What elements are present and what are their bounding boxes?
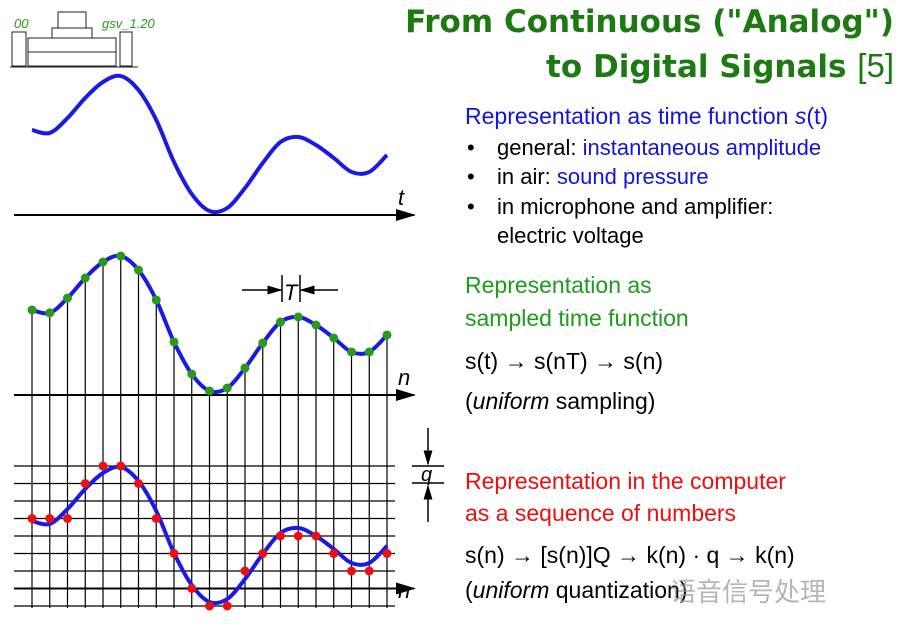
sample-point: [329, 333, 339, 343]
n-axis-label-1: n: [398, 365, 410, 390]
quantized-point: [329, 549, 339, 558]
quantized-point: [116, 461, 126, 471]
quantized-point: [293, 531, 303, 541]
signal-diagram: t n n T q: [14, 73, 444, 611]
step-label: q: [421, 464, 432, 486]
note-italic: uniform: [472, 388, 550, 414]
section3-heading-2: as a sequence of numbers: [465, 500, 737, 526]
section2-heading-2: sampled time function: [465, 305, 689, 331]
sample-point: [169, 337, 179, 347]
period-marker: [242, 275, 444, 522]
quantized-point: [45, 514, 55, 523]
institute-logo: 00 gsv_1.20: [8, 10, 155, 72]
paren: (: [465, 577, 473, 603]
sample-point: [205, 386, 214, 396]
t-axis-label: t: [398, 185, 405, 210]
sample-point: [27, 305, 37, 315]
bullet-dot: •: [467, 164, 475, 189]
bullet-label: general:: [497, 135, 583, 160]
quantized-point: [80, 479, 90, 488]
quantized-point: [63, 514, 72, 523]
note-italic: uniform: [472, 577, 550, 603]
quantized-point: [311, 531, 321, 541]
quantized-point: [151, 514, 161, 523]
bullet-1: general: instantaneous amplitude: [497, 135, 821, 161]
title-line1: From Continuous ("Analog"): [405, 4, 894, 40]
section2-note: (uniform sampling): [465, 388, 655, 415]
sample-point: [276, 317, 285, 327]
quantized-point: [258, 549, 268, 558]
section3-heading-1: Representation in the computer: [465, 468, 786, 494]
continuous-signal-curve: [31, 73, 389, 215]
bullet-dot: •: [467, 135, 475, 160]
sample-point: [134, 265, 143, 275]
quantized-point: [347, 566, 356, 576]
bullet-label: in air:: [497, 164, 557, 189]
watermark: 语音信号处理: [670, 578, 827, 608]
section3-note: (uniform quantization): [465, 577, 687, 604]
sample-point: [187, 369, 197, 379]
bullet-value: instantaneous amplitude: [582, 135, 822, 160]
title-line2: to Digital Signals [5]: [546, 47, 894, 85]
period-label: T: [284, 280, 299, 305]
quantized-point: [205, 601, 214, 611]
sample-point: [222, 383, 232, 393]
section3-formula: s(n) → [s(n)]Q → k(n) · q → k(n): [465, 542, 795, 568]
note-rest: quantization): [549, 577, 688, 603]
paren: (: [465, 388, 473, 414]
quantized-point: [240, 566, 250, 576]
sample-point: [258, 338, 268, 348]
sample-point: [240, 363, 250, 373]
quantized-point: [382, 549, 392, 558]
quantized-point: [134, 479, 143, 488]
heading-var: s: [794, 103, 807, 129]
sample-point: [63, 293, 72, 303]
n-axis-label-2: n: [398, 578, 410, 603]
quantized-point: [27, 514, 37, 523]
sample-point: [293, 312, 303, 322]
section2-formula: s(t) → s(nT) → s(n): [465, 348, 664, 374]
sample-point: [364, 347, 374, 357]
bullet-3-value: electric voltage: [497, 223, 644, 248]
quantized-point: [276, 531, 285, 541]
section2-heading-1: Representation as: [465, 272, 652, 298]
quantized-point: [222, 601, 232, 611]
note-rest: sampling): [549, 388, 656, 414]
heading-text: Representation as time function: [465, 103, 795, 129]
logo-left-label: 00: [14, 16, 29, 31]
bullet-3: in microphone and amplifier:: [497, 194, 774, 219]
sample-point: [98, 257, 108, 267]
quantized-point: [187, 584, 197, 593]
quantized-point: [364, 566, 374, 576]
sample-point: [116, 251, 126, 261]
title-ref: [5]: [857, 47, 894, 84]
section1-heading: Representation as time function s(t): [465, 103, 828, 130]
title-text: to Digital Signals: [546, 49, 847, 85]
sample-point: [347, 347, 356, 357]
logo-right-label: gsv_1.20: [102, 16, 155, 31]
sample-point: [382, 330, 392, 340]
bullet-dot: •: [467, 194, 475, 219]
quantized-point: [98, 461, 108, 471]
sample-point: [151, 295, 161, 305]
building-icon: [10, 11, 138, 68]
bullet-value: sound pressure: [556, 164, 709, 189]
quantized-point: [169, 549, 179, 558]
sample-point: [45, 308, 55, 318]
sample-point: [311, 320, 321, 330]
sample-point: [80, 273, 90, 283]
heading-arg: (t): [806, 103, 829, 129]
bullet-2: in air: sound pressure: [497, 164, 709, 190]
